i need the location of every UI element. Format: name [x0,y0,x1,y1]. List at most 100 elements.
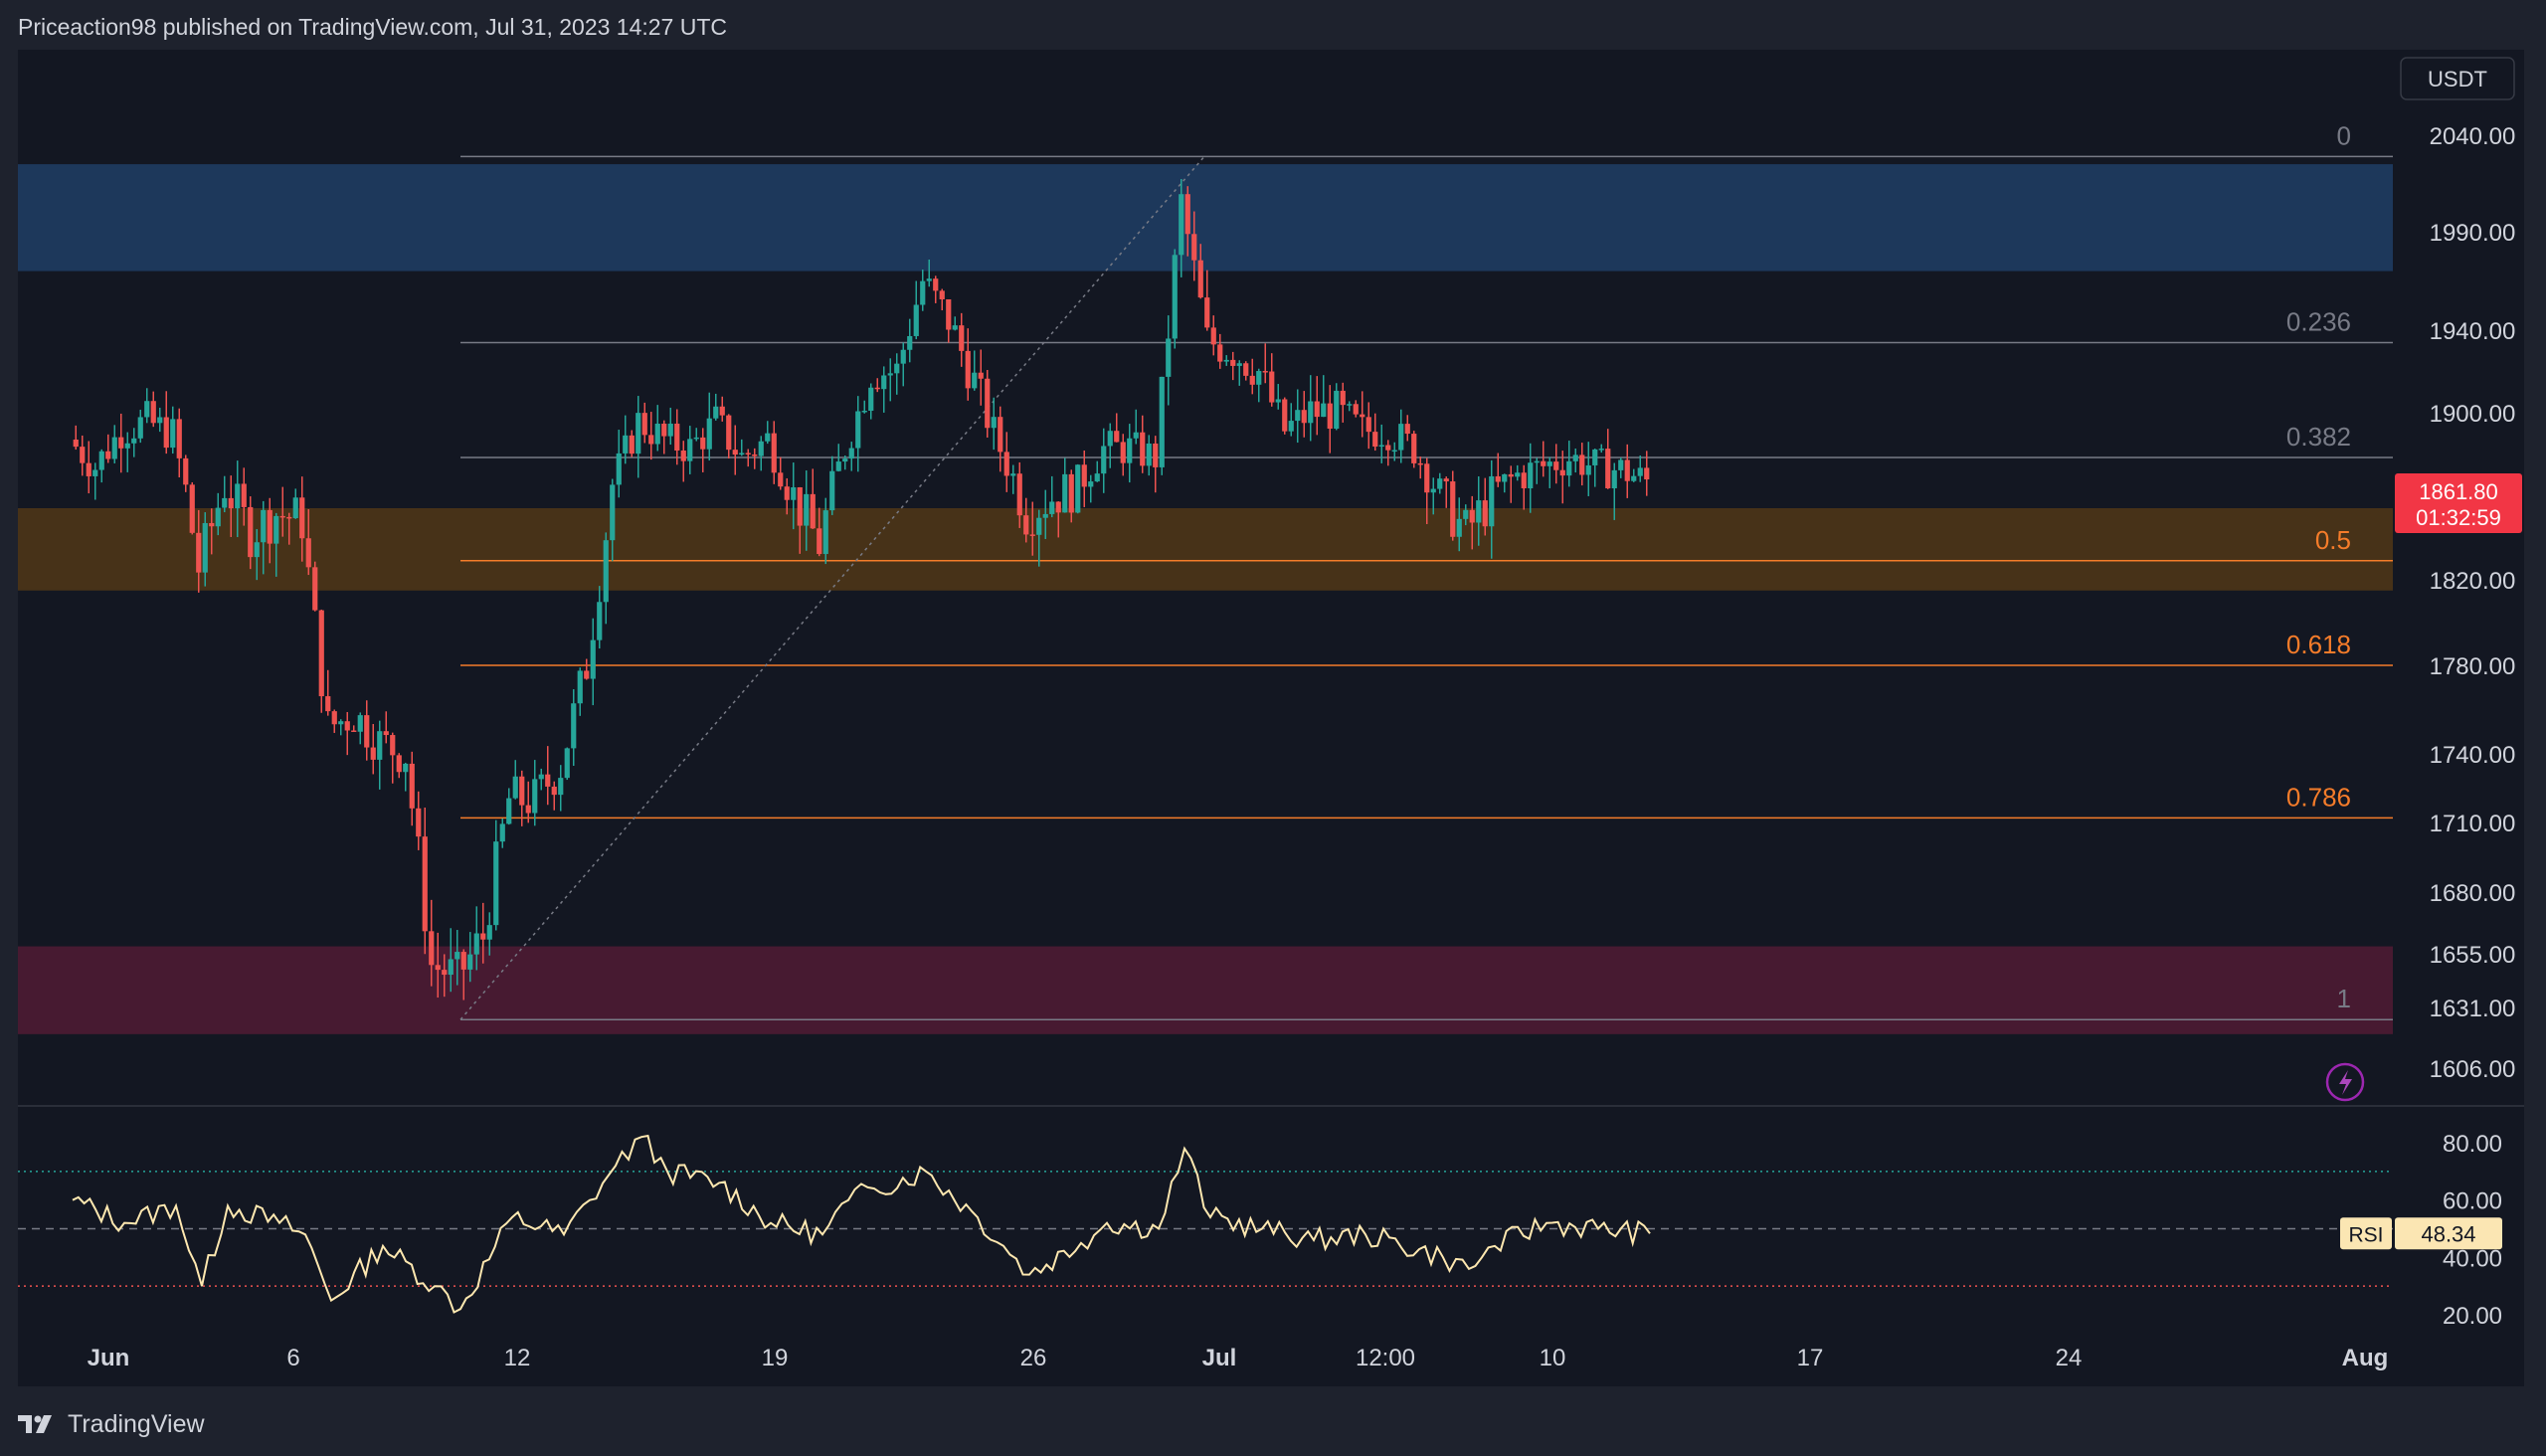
candle-body [1340,390,1346,406]
candle-body [765,433,771,442]
candle-body [1184,194,1190,235]
candle-body [1430,488,1436,493]
candle-body [1321,403,1327,418]
candle-body [1353,404,1359,415]
footer-brand[interactable]: TradingView [68,1409,205,1438]
candle-body [111,437,117,459]
candle-body [887,373,893,376]
candle-body [1275,399,1281,403]
candle-body [538,774,544,780]
candle-body [442,970,448,976]
candle-body [1049,501,1055,514]
support-zone[interactable] [18,508,2393,591]
candle-body [778,472,784,487]
candle-body [636,413,641,455]
footer: TradingView [18,1402,205,1446]
fib-trendline[interactable] [459,155,1205,1020]
candle-body [1443,478,1449,482]
candle-body [1391,450,1397,453]
candle-body [1088,481,1094,487]
price-chart[interactable]: 0 0.236 0.382 0.5 0.618 0.786 1 2040.00 1990.00 1… [18,50,2524,1386]
candle-body [745,453,751,455]
candle-body [1146,443,1152,466]
candle-body [842,458,848,462]
candle-body [661,424,667,437]
candle-body [700,437,706,450]
publisher-header: Priceaction98 published on TradingView.c… [18,14,728,40]
fib-label: 0.236 [2286,306,2351,336]
candle-body [506,798,512,824]
candle-body [939,290,945,300]
candle-body [1075,464,1081,513]
candle-body [1003,452,1009,476]
price-tick-label: 1606.00 [2430,1056,2516,1083]
candle-body [752,454,758,456]
candle-body [1107,431,1113,447]
chart-frame[interactable]: 0 0.236 0.382 0.5 0.618 0.786 1 2040.00 1990.00 1… [18,50,2524,1386]
candle-body [1585,464,1591,475]
candle-body [473,933,479,955]
time-tick-label: 24 [2056,1345,2083,1371]
candle-body [486,925,492,940]
candle-body [318,610,324,697]
candle-body [1495,475,1501,482]
candle-body [1172,255,1178,339]
candle-body [998,417,1003,453]
candle-body [920,280,926,305]
current-price-badge [2395,473,2522,533]
price-tick-label: 1631.00 [2430,996,2516,1022]
candle-body [900,349,906,364]
price-tick-label: 1820.00 [2430,568,2516,595]
candle-body [1140,432,1146,466]
candle-body [86,462,91,476]
candle-body [791,486,797,500]
candle-body [1166,338,1172,377]
candle-body [1334,390,1340,430]
candle-body [196,532,202,573]
candle-body [1566,460,1572,476]
price-tick-label: 1680.00 [2430,880,2516,907]
candle-body [822,510,828,555]
candle-body [1624,459,1630,481]
candle-body [493,841,499,926]
candle-body [1559,469,1565,476]
rsi-tick-label: 80.00 [2443,1131,2502,1158]
candle-body [907,335,913,350]
candle-body [176,419,182,458]
time-tick-label: 12 [504,1345,531,1371]
candle-body [357,715,363,732]
candle-body [1398,424,1404,451]
fib-label: 1 [2337,984,2351,1013]
currency-button[interactable] [2400,57,2515,100]
price-tick-label: 1940.00 [2430,318,2516,345]
candle-body [1029,534,1035,536]
candle-body [1179,194,1184,256]
candle-body [157,417,163,424]
candle-body [1288,421,1294,432]
candle-body [1521,472,1527,488]
candle-body [124,443,130,449]
candle-body [467,954,473,970]
rsi-value-badge [2395,1217,2502,1250]
candle-body [519,776,525,806]
supply-zone[interactable] [18,164,2393,272]
candle-body [861,410,867,413]
lightning-icon[interactable] [2325,1062,2365,1102]
candle-body [1217,344,1223,362]
candle-body [1508,473,1514,477]
candle-body [946,299,952,330]
candle-body [150,401,156,424]
price-tick-label: 1900.00 [2430,401,2516,428]
candle-body [1269,371,1275,403]
candle-body [829,470,835,511]
candle-body [1424,463,1430,493]
candle-body [448,959,454,976]
candle-body [1417,462,1423,465]
fib-label: 0.382 [2286,422,2351,452]
rsi-line [72,1134,1651,1314]
candle-body [1553,461,1559,470]
candle-body [1618,459,1624,470]
candle-body [390,735,396,756]
demand-zone[interactable] [18,946,2393,1034]
candle-body [512,776,518,799]
